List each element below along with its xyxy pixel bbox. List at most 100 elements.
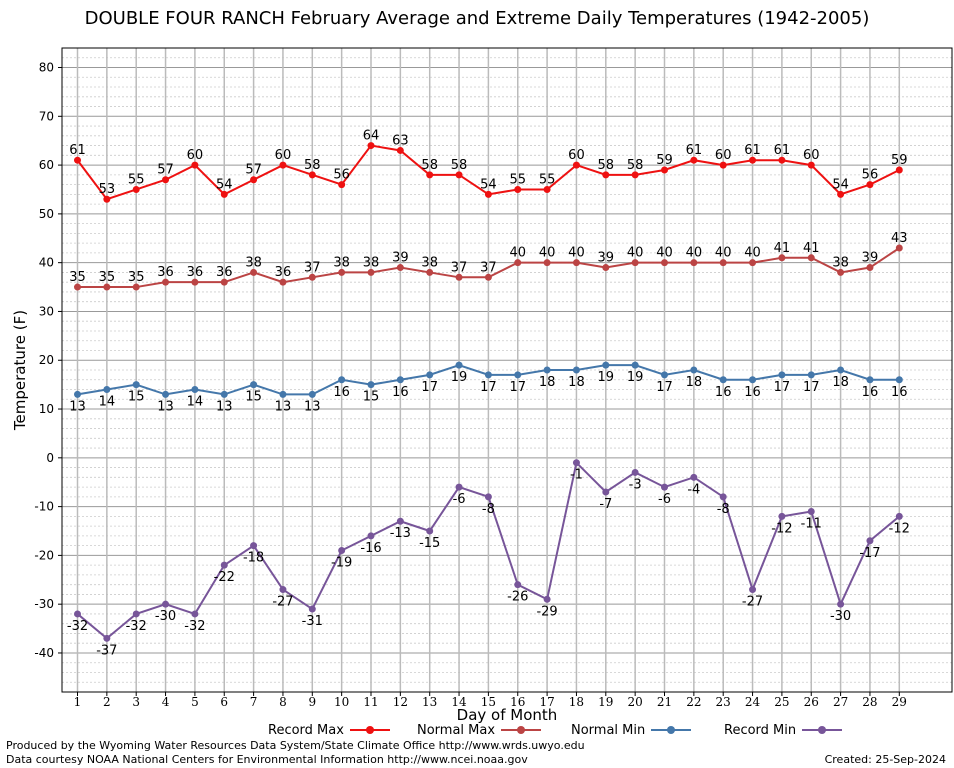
data-point — [543, 259, 551, 267]
data-label: -22 — [214, 570, 235, 585]
data-point — [455, 483, 463, 491]
y-axis-label: Temperature (F) — [11, 309, 29, 431]
data-label: -11 — [801, 516, 822, 531]
data-label: 40 — [686, 246, 703, 261]
data-label: 39 — [598, 251, 615, 266]
data-point — [426, 171, 434, 179]
x-tick-label: 26 — [804, 695, 819, 709]
x-tick-label: 23 — [716, 695, 731, 709]
data-point — [631, 259, 639, 267]
data-point — [866, 537, 874, 545]
data-label: 14 — [99, 395, 116, 410]
data-point — [132, 185, 140, 193]
x-tick-label: 7 — [250, 695, 258, 709]
legend-item-normal-min: Normal Min — [571, 722, 692, 738]
data-point — [396, 376, 404, 384]
data-label: 13 — [275, 399, 292, 414]
data-label: 17 — [509, 380, 526, 395]
x-tick-label: 21 — [657, 695, 672, 709]
data-label: 38 — [363, 255, 380, 270]
y-tick-label: 30 — [39, 304, 54, 318]
y-tick-label: 0 — [46, 451, 54, 465]
data-point — [191, 386, 199, 394]
data-label: 36 — [157, 265, 174, 280]
data-point — [719, 161, 727, 169]
legend-swatch-record-min — [802, 725, 843, 735]
data-point — [279, 586, 287, 594]
data-label: 56 — [862, 168, 879, 183]
data-label: -31 — [302, 614, 323, 629]
legend-label-normal-max: Normal Max — [417, 722, 496, 738]
x-axis-label: Day of Month — [456, 706, 558, 724]
data-label: -32 — [67, 619, 88, 634]
data-label: 36 — [187, 265, 204, 280]
data-point — [837, 268, 845, 276]
data-label: 41 — [803, 241, 820, 256]
x-tick-label: 14 — [451, 695, 467, 709]
data-point — [162, 176, 170, 184]
data-point — [690, 366, 698, 374]
data-point — [250, 176, 258, 184]
data-label: 58 — [451, 158, 468, 173]
data-point — [191, 610, 199, 618]
data-point — [543, 366, 551, 374]
data-label: 37 — [451, 260, 468, 275]
x-tick-label: 19 — [598, 695, 613, 709]
data-point — [602, 488, 610, 496]
data-point — [191, 278, 199, 286]
data-point — [220, 278, 228, 286]
data-point — [396, 517, 404, 525]
data-label: 18 — [568, 375, 585, 390]
x-tick-label: 8 — [279, 695, 287, 709]
data-label: 16 — [891, 385, 908, 400]
legend-label-record-min: Record Min — [724, 722, 797, 738]
data-label: -17 — [859, 546, 880, 561]
data-label: 35 — [99, 270, 116, 285]
data-label: -6 — [658, 492, 671, 507]
legend-label-normal-min: Normal Min — [571, 722, 646, 738]
data-point — [132, 283, 140, 291]
data-point — [338, 181, 346, 189]
x-tick-label: 6 — [220, 695, 228, 709]
data-point — [250, 381, 258, 389]
x-tick-label: 18 — [569, 695, 584, 709]
data-point — [455, 171, 463, 179]
x-tick-label: 9 — [308, 695, 316, 709]
data-point — [250, 268, 258, 276]
data-point — [338, 268, 346, 276]
data-label: -16 — [360, 541, 381, 556]
data-label: 55 — [128, 172, 145, 187]
data-point — [338, 547, 346, 555]
data-point — [426, 371, 434, 379]
data-point — [661, 259, 668, 267]
data-point — [778, 156, 786, 164]
y-tick-label: 50 — [39, 207, 54, 221]
x-tick-label: 5 — [191, 695, 199, 709]
data-label: 37 — [304, 260, 321, 275]
data-label: 59 — [656, 153, 673, 168]
data-label: 60 — [275, 148, 292, 163]
data-label: 38 — [245, 255, 262, 270]
data-label: 18 — [539, 375, 556, 390]
data-point — [367, 142, 375, 150]
x-tick-label: 22 — [686, 695, 701, 709]
data-point — [308, 605, 316, 613]
footer-courtesy: Data courtesy NOAA National Centers for … — [6, 753, 528, 766]
data-point — [279, 390, 287, 398]
legend-item-record-max: Record Max — [268, 722, 390, 738]
data-point — [807, 371, 815, 379]
x-tick-label: 17 — [539, 695, 554, 709]
y-tick-label: 60 — [39, 158, 54, 172]
data-point — [661, 483, 668, 491]
legend-swatch-normal-max — [501, 725, 542, 735]
data-label: 53 — [99, 182, 116, 197]
data-label: 64 — [363, 129, 380, 144]
x-tick-label: 3 — [132, 695, 140, 709]
data-label: -7 — [599, 497, 612, 512]
data-label: 54 — [216, 177, 233, 192]
data-label: 36 — [216, 265, 233, 280]
data-point — [866, 376, 874, 384]
data-label: 38 — [832, 255, 849, 270]
data-point — [396, 264, 404, 272]
data-point — [895, 512, 903, 520]
